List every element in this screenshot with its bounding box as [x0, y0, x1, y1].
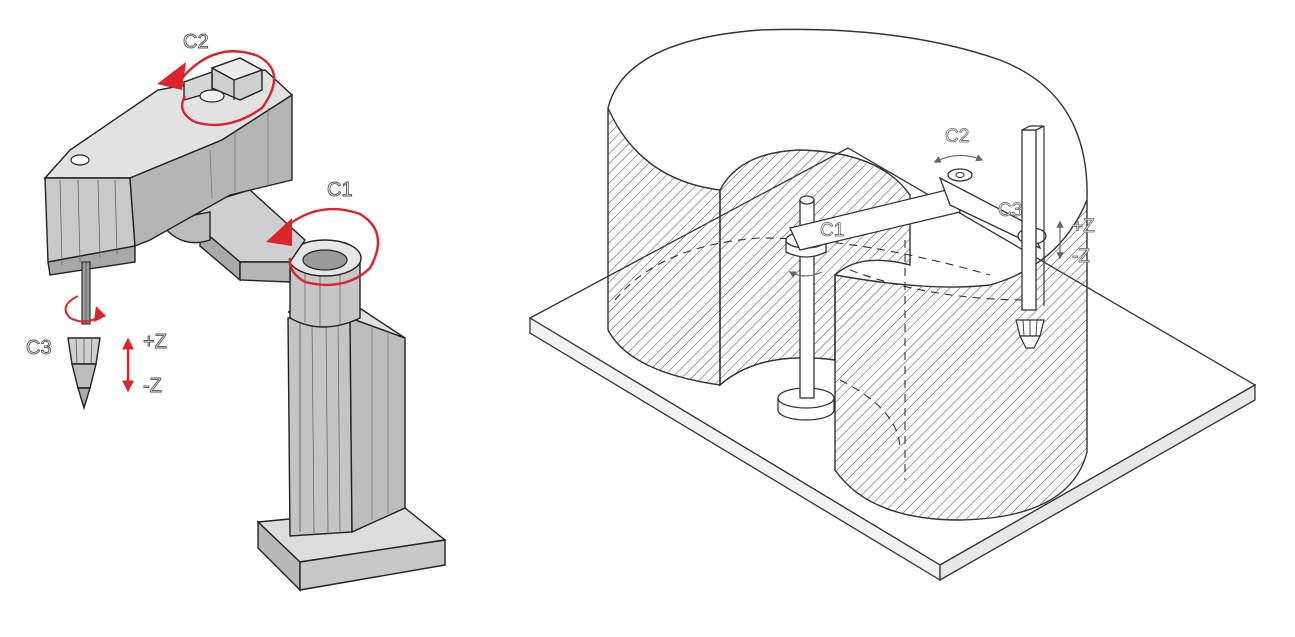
c1-label: C1	[327, 179, 353, 201]
workspace-c3-label: C3	[998, 200, 1022, 221]
workspace-c1-arrow	[788, 271, 823, 278]
minus-z-label: -Z	[143, 375, 162, 397]
c2-rotation-arrow	[157, 50, 276, 127]
workspace-c1-label: C1	[820, 220, 844, 241]
c1-rotation-arrow	[266, 207, 380, 287]
gripper	[67, 337, 101, 411]
workspace-c2-label: C2	[945, 126, 969, 147]
workspace-quill	[1021, 125, 1045, 311]
outer-arm	[43, 57, 294, 276]
column	[287, 304, 406, 537]
c3-arrowhead	[94, 306, 106, 322]
c1-arrowhead	[266, 218, 292, 246]
inner-arm	[158, 189, 306, 283]
plus-z-label: +Z	[143, 331, 167, 353]
c3-label: C3	[26, 337, 52, 359]
workspace-plus-z-label: +Z	[1072, 216, 1095, 237]
workspace-c2-arrow	[933, 154, 984, 163]
c2-label: C2	[183, 31, 209, 53]
c2-arrowhead	[157, 62, 186, 90]
shoulder-joint	[288, 239, 362, 328]
workspace-minus-z-label: -Z	[1072, 246, 1090, 267]
quill-z-axis	[81, 261, 91, 325]
left-robot-diagram: C2 C1 C3 +Z -Z	[26, 31, 447, 592]
workspace-gripper	[1015, 319, 1045, 349]
c3-rotation-arrow	[64, 295, 106, 323]
right-workspace-diagram: C2 C1 C3 +Z -Z	[528, 28, 1257, 582]
workspace-robot-arms	[789, 168, 1047, 251]
